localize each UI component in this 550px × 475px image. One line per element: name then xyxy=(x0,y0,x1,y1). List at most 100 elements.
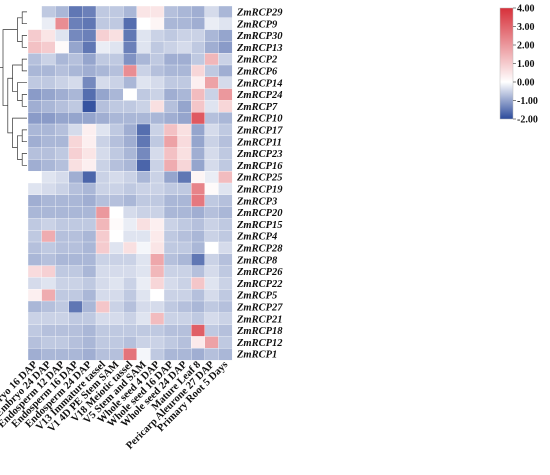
row-label: ZmRCP1 xyxy=(236,350,277,361)
heatmap-cell xyxy=(82,17,97,30)
heatmap-cell xyxy=(82,100,97,113)
heatmap-cell xyxy=(163,147,178,160)
heatmap-cell xyxy=(55,336,70,349)
heatmap-cell xyxy=(55,324,70,337)
heatmap-cell xyxy=(163,289,178,302)
heatmap-cell xyxy=(163,53,178,66)
heatmap-cell xyxy=(204,300,219,314)
heatmap-cell xyxy=(136,277,151,290)
heatmap-cell xyxy=(55,112,70,125)
heatmap-cell xyxy=(204,5,219,19)
heatmap-cell xyxy=(68,194,83,207)
heatmap-cell xyxy=(136,88,151,101)
heatmap-cell xyxy=(55,147,70,160)
heatmap-cell xyxy=(163,324,178,337)
heatmap-cell xyxy=(191,41,206,54)
heatmap-cell xyxy=(136,53,151,66)
heatmap-cell xyxy=(95,253,110,266)
heatmap-cell xyxy=(55,230,70,243)
heatmap-cell xyxy=(55,312,70,325)
heatmap-cell xyxy=(95,17,110,30)
heatmap-cell xyxy=(68,29,83,42)
heatmap-cell xyxy=(95,64,110,78)
heatmap-cell xyxy=(204,53,219,66)
heatmap-cell xyxy=(68,182,83,196)
heatmap-cell xyxy=(55,253,70,266)
heatmap-cell xyxy=(177,88,192,101)
heatmap-cell xyxy=(123,112,138,125)
heatmap-cell xyxy=(150,218,165,231)
heatmap-cell xyxy=(191,300,206,314)
row-label: ZmRCP2 xyxy=(236,55,278,66)
heatmap-cell xyxy=(191,289,206,302)
heatmap-cell xyxy=(191,76,206,89)
color-scale-tick-label: -2.00 xyxy=(517,115,538,126)
heatmap-cell xyxy=(41,135,56,148)
heatmap-cell xyxy=(41,123,56,137)
heatmap-cell xyxy=(95,336,110,349)
heatmap-cell xyxy=(204,100,219,113)
heatmap-cell xyxy=(123,312,138,325)
heatmap-cell xyxy=(82,312,97,325)
heatmap-cell xyxy=(95,41,110,54)
heatmap-cell xyxy=(55,218,70,231)
heatmap-cell xyxy=(150,230,165,243)
heatmap-cell xyxy=(177,194,192,207)
heatmap-cell xyxy=(177,135,192,148)
heatmap-cell xyxy=(218,171,233,184)
heatmap-cell xyxy=(109,289,124,302)
color-scale-bar xyxy=(499,7,514,120)
heatmap-cell xyxy=(109,159,124,172)
heatmap-cell xyxy=(109,182,124,196)
heatmap-cell xyxy=(27,29,42,42)
heatmap-cell xyxy=(123,159,138,172)
heatmap-cell xyxy=(68,88,83,101)
heatmap-cell xyxy=(163,159,178,172)
heatmap-cell xyxy=(82,230,97,243)
heatmap-cell xyxy=(163,312,178,325)
heatmap-cell xyxy=(136,100,151,113)
heatmap-cell xyxy=(41,324,56,337)
dendrogram-branch xyxy=(21,58,27,72)
heatmap-cell xyxy=(109,53,124,66)
heatmap-cell xyxy=(204,206,219,219)
heatmap-cell xyxy=(55,348,70,361)
color-scale-tick-label: 4.00 xyxy=(517,4,535,15)
heatmap-cell xyxy=(191,123,206,137)
heatmap-cell xyxy=(82,76,97,89)
heatmap-cell xyxy=(123,123,138,137)
heatmap-cell xyxy=(55,100,70,113)
heatmap-cell xyxy=(191,112,206,125)
heatmap-cell xyxy=(218,64,233,78)
heatmap-cell xyxy=(109,241,124,255)
heatmap-cell xyxy=(150,159,165,172)
heatmap-cell xyxy=(82,123,97,137)
heatmap-cell xyxy=(123,182,138,196)
heatmap-cell xyxy=(218,265,233,278)
heatmap-cell xyxy=(218,29,233,42)
heatmap-cell xyxy=(177,277,192,290)
heatmap-cell xyxy=(191,159,206,172)
row-label: ZmRCP6 xyxy=(236,67,278,78)
heatmap-cell xyxy=(136,41,151,54)
row-label: ZmRCP17 xyxy=(236,126,283,137)
dendrogram-branch xyxy=(17,17,23,42)
heatmap-cell xyxy=(204,76,219,89)
heatmap-cell xyxy=(204,324,219,337)
heatmap-cell xyxy=(68,253,83,266)
heatmap-cell xyxy=(163,182,178,196)
heatmap-cell xyxy=(136,300,151,314)
heatmap-cell xyxy=(68,218,83,231)
color-scale-tick-label: 3.00 xyxy=(517,22,535,33)
row-label: ZmRCP13 xyxy=(236,43,283,54)
heatmap-cell xyxy=(177,41,192,54)
heatmap-cell xyxy=(177,5,192,19)
heatmap-cell xyxy=(27,159,42,172)
heatmap-cell xyxy=(109,5,124,19)
heatmap-cell xyxy=(27,348,42,361)
heatmap-cell xyxy=(177,182,192,196)
heatmap-cell xyxy=(163,29,178,42)
heatmap-cell xyxy=(191,17,206,30)
heatmap-cell xyxy=(41,5,56,19)
heatmap-cell xyxy=(68,135,83,148)
